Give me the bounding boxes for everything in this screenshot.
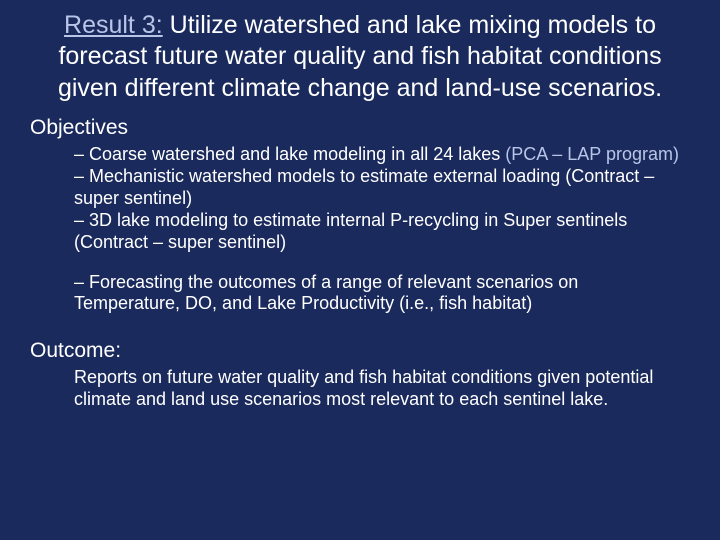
bullet-dash: –	[74, 166, 89, 186]
objectives-list: – Coarse watershed and lake modeling in …	[74, 144, 680, 316]
outcome-block: Reports on future water quality and fish…	[74, 367, 680, 411]
title-prefix: Result 3:	[64, 11, 163, 39]
list-item: – Coarse watershed and lake modeling in …	[74, 144, 680, 166]
bullet-text: Forecasting the outcomes of a range of r…	[74, 272, 578, 314]
bullet-dash: –	[74, 210, 89, 230]
bullet-text: Mechanistic watershed models to estimate…	[74, 166, 654, 208]
bullet-dash: –	[74, 144, 89, 164]
outcome-heading: Outcome:	[30, 339, 690, 363]
outcome-text: Reports on future water quality and fish…	[74, 367, 680, 411]
bullet-text: 3D lake modeling to estimate internal P-…	[74, 210, 627, 252]
list-item: – Mechanistic watershed models to estima…	[74, 166, 680, 210]
slide-title: Result 3: Utilize watershed and lake mix…	[50, 10, 670, 104]
objectives-heading: Objectives	[30, 116, 690, 140]
bullet-dash: –	[74, 272, 89, 292]
list-item: – 3D lake modeling to estimate internal …	[74, 210, 680, 254]
bullet-text: Coarse watershed and lake modeling in al…	[89, 144, 505, 164]
list-item: – Forecasting the outcomes of a range of…	[74, 272, 680, 316]
bullet-paren: (PCA – LAP program)	[505, 144, 679, 164]
